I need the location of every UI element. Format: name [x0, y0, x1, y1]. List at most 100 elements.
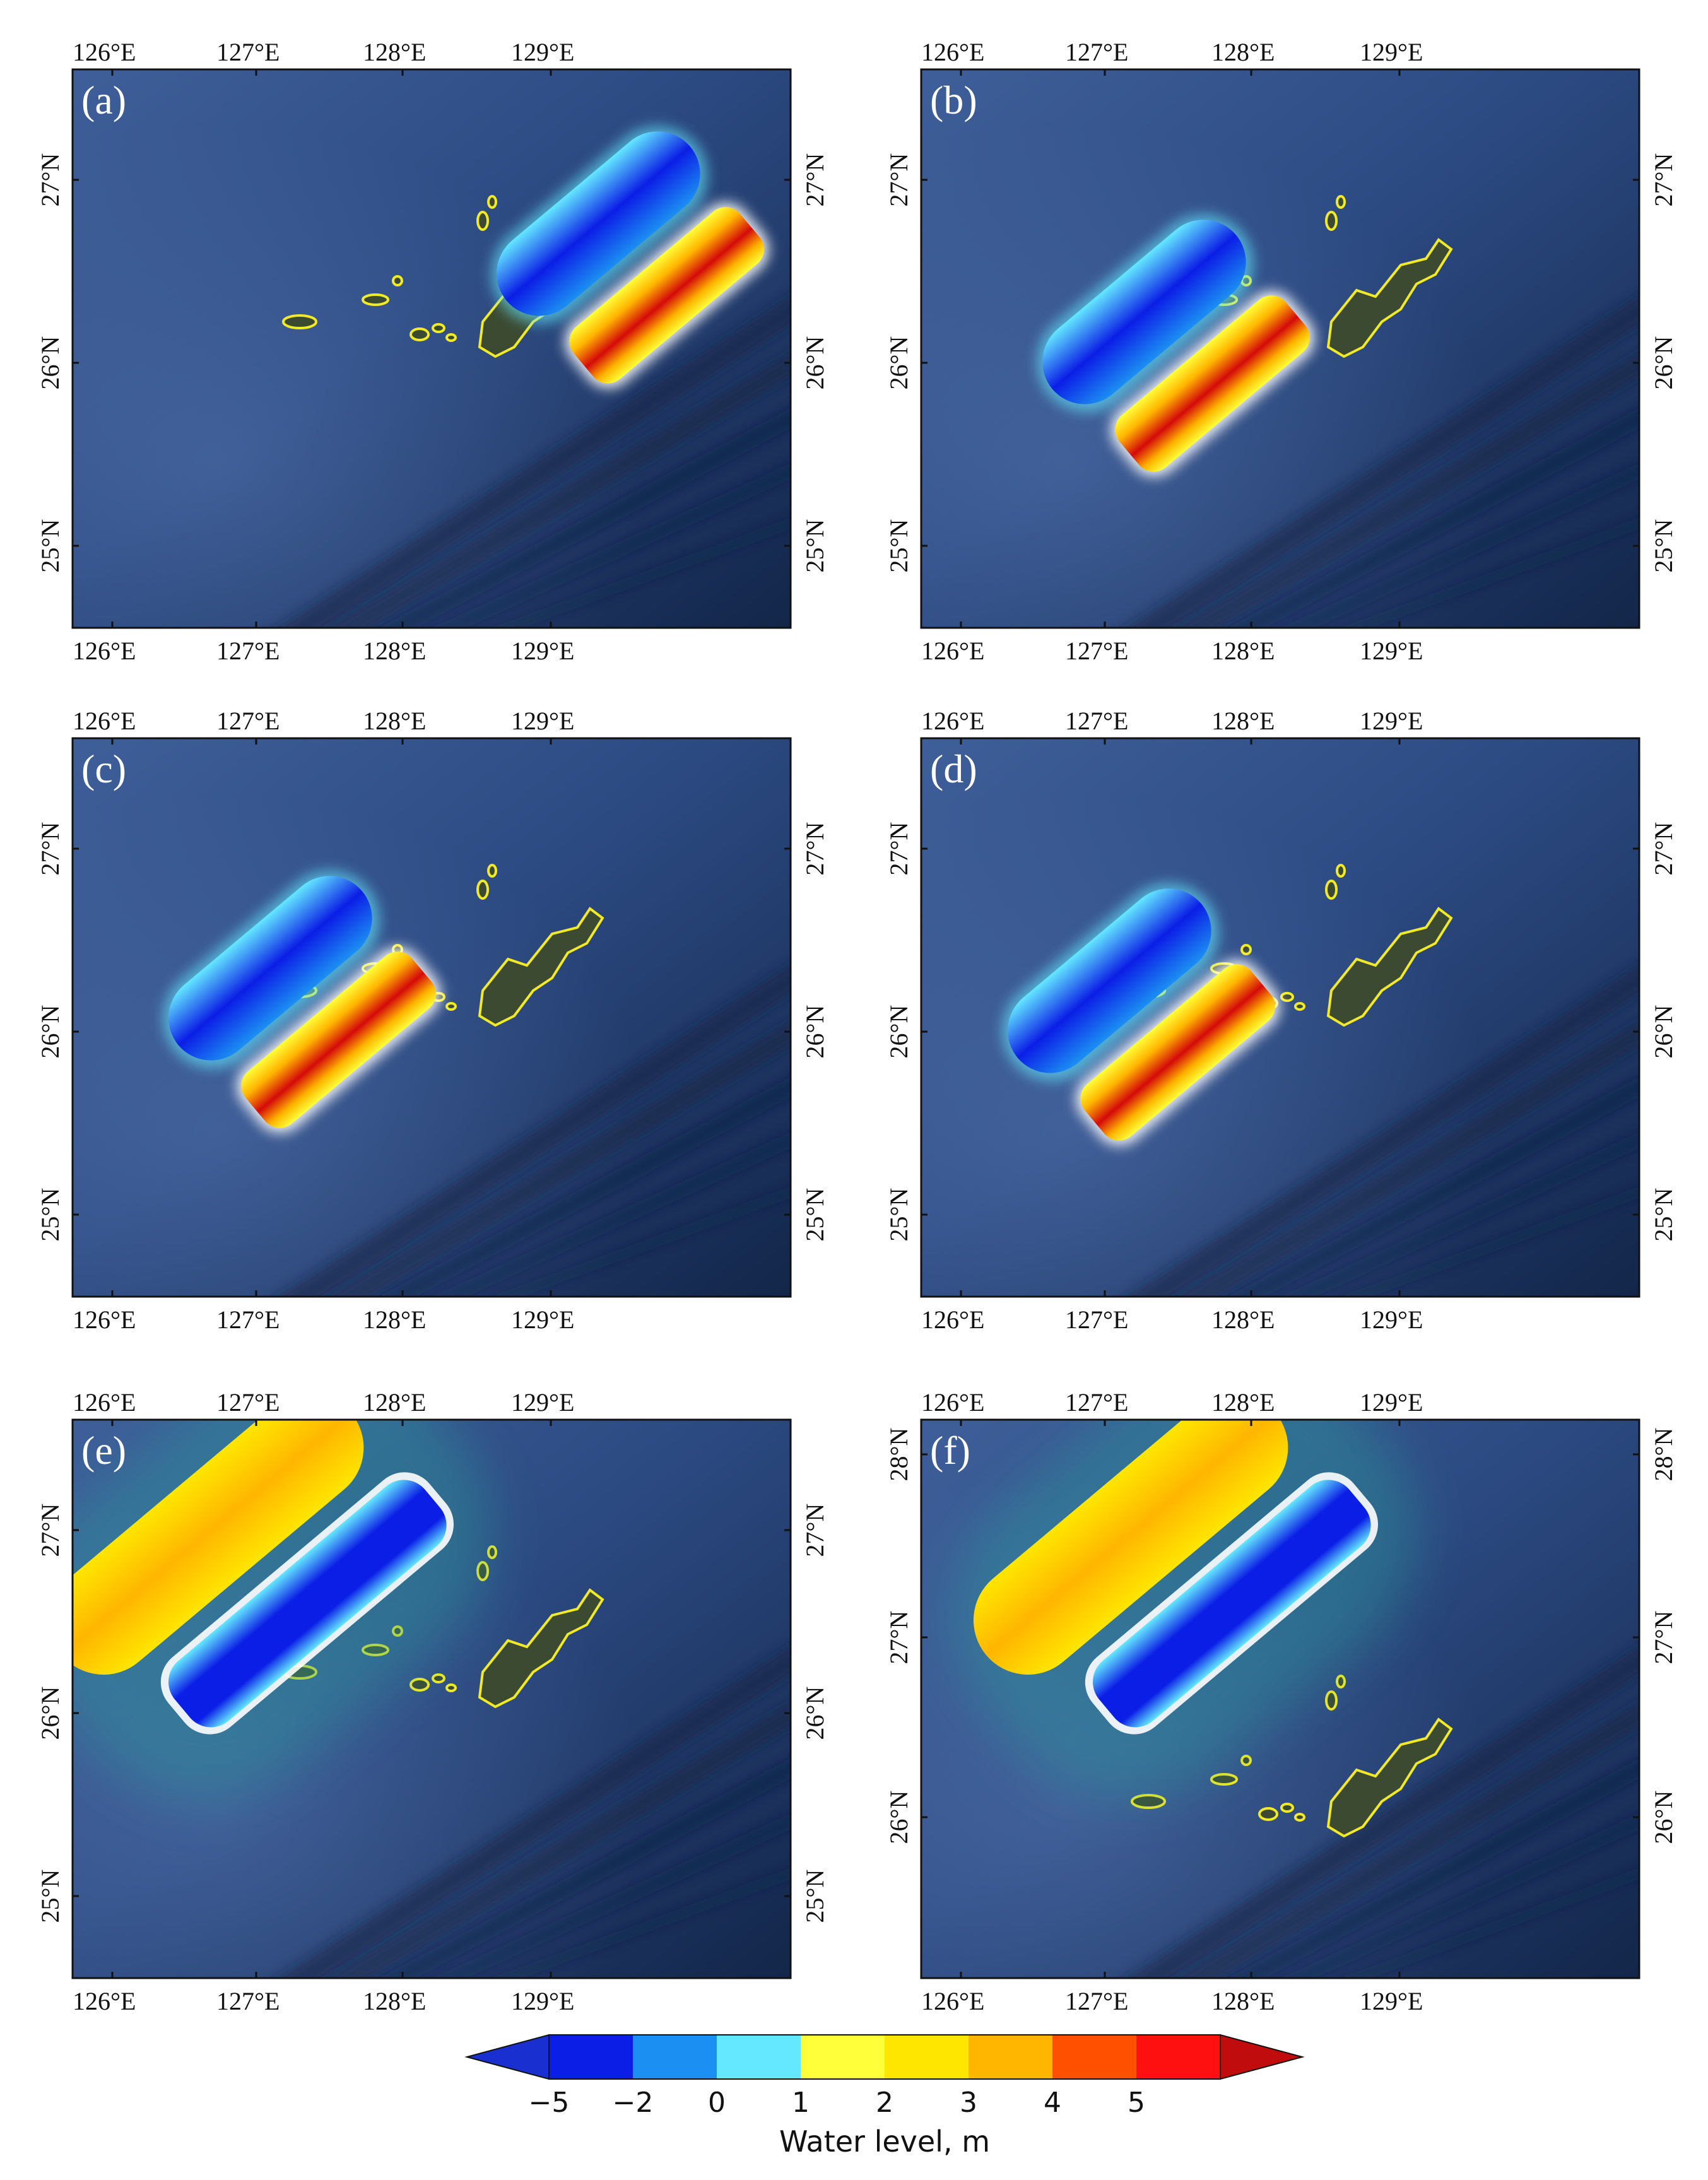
crest-lobe — [569, 207, 764, 384]
okinawa-islands — [1131, 1675, 1453, 1838]
lon-tick-label-bottom: 126°E — [921, 1305, 984, 1334]
lat-tick-label-left: 25°N — [885, 519, 913, 573]
lat-tick-label-right: 27°N — [1649, 153, 1678, 207]
trough-lobe — [497, 131, 700, 316]
crest-lobe — [1115, 295, 1310, 472]
lat-tick-label-right: 25°N — [1649, 1188, 1678, 1242]
lon-tick-label-top: 126°E — [73, 38, 136, 66]
trough-lobe — [1008, 888, 1211, 1073]
panel-frame — [920, 68, 1640, 629]
panel-frame — [71, 68, 792, 629]
lon-tick-label-bottom: 128°E — [1211, 637, 1275, 665]
lon-tick-label-top: 128°E — [363, 38, 426, 66]
lat-tick-label-left: 26°N — [36, 336, 64, 390]
lon-tick-label-top: 127°E — [1065, 707, 1128, 735]
colorbar-segment — [801, 2035, 885, 2079]
colorbar-tick-label: 2 — [876, 2087, 893, 2119]
trough-lobe — [168, 876, 372, 1061]
lon-tick-label-bottom: 129°E — [511, 1987, 574, 2015]
lon-tick-label-bottom: 127°E — [216, 637, 280, 665]
lon-tick-label-top: 126°E — [921, 38, 984, 66]
panel-frame — [71, 1418, 792, 1979]
lon-tick-label-top: 129°E — [1360, 707, 1423, 735]
colorbar-tick-label: −2 — [613, 2087, 654, 2119]
colorbar-tick-label: 0 — [708, 2087, 726, 2119]
water-level-anomaly — [1037, 214, 1315, 477]
crest-lobe — [973, 1420, 1288, 1675]
colorbar-tick-label: 3 — [960, 2087, 977, 2119]
lat-tick-label-left: 26°N — [885, 336, 913, 390]
map-panel-a: (a) 126°E 127°E 128°E 129°E 126°E 127°E 128°E 12… — [36, 38, 829, 665]
colorbar-segment — [633, 2035, 717, 2079]
panel-label: (b) — [930, 78, 977, 122]
map-panel-d: (d) 126°E 127°E 128°E 129°E 126°E 127°E 128°E 12… — [885, 707, 1678, 1334]
lon-tick-label-top: 129°E — [511, 1388, 574, 1417]
lon-tick-label-top: 128°E — [363, 1388, 426, 1417]
lat-tick-label-left: 26°N — [885, 1005, 913, 1059]
lat-tick-label-left: 26°N — [36, 1687, 64, 1740]
crest-lobe — [1080, 964, 1275, 1141]
colorbar-tick-label: −5 — [529, 2087, 570, 2119]
lon-tick-label-top: 129°E — [511, 707, 574, 735]
colorbar-tick-label: 4 — [1044, 2087, 1061, 2119]
lat-tick-label-left: 25°N — [885, 1188, 913, 1242]
lon-tick-label-top: 129°E — [1360, 38, 1423, 66]
panel-label: (d) — [930, 746, 977, 791]
lon-tick-label-bottom: 126°E — [921, 637, 984, 665]
water-level-anomaly — [73, 1420, 493, 1800]
map-panel-c: (c) 126°E 127°E 128°E 129°E 126°E 127°E 128°E 12… — [36, 707, 829, 1334]
lon-tick-label-bottom: 128°E — [1211, 1305, 1275, 1334]
lon-tick-label-bottom: 127°E — [1065, 637, 1128, 665]
lat-tick-label-right: 26°N — [1649, 336, 1678, 390]
lat-tick-label-left: 26°N — [36, 1005, 64, 1059]
water-level-anomaly — [163, 870, 441, 1133]
lon-tick-label-top: 126°E — [73, 707, 136, 735]
panel-label: (e) — [81, 1428, 126, 1473]
lon-tick-label-top: 126°E — [921, 707, 984, 735]
lon-tick-label-top: 127°E — [216, 707, 280, 735]
lat-tick-label-right: 26°N — [1649, 1005, 1678, 1059]
colorbar-segment — [1052, 2035, 1136, 2079]
lat-tick-label-right: 27°N — [801, 822, 829, 876]
lon-tick-label-bottom: 127°E — [1065, 1305, 1128, 1334]
colorbar-segment — [549, 2035, 633, 2079]
water-level-anomaly — [491, 126, 769, 389]
lon-tick-label-top: 129°E — [511, 38, 574, 66]
colorbar: −5 −2 0 1 2 3 4 5 Water level, m — [464, 2034, 1305, 2159]
panel-label: (a) — [81, 78, 126, 122]
panel-frame — [920, 737, 1640, 1298]
lat-tick-label-left: 27°N — [36, 822, 64, 876]
colorbar-segment — [717, 2035, 801, 2079]
colorbar-segment — [969, 2035, 1052, 2079]
map-panel-f: (f) 126°E 127°E 128°E 129°E 126°E 127°E 128°E 12… — [885, 1388, 1678, 2015]
colorbar-tick-label: 5 — [1128, 2087, 1145, 2119]
panel-frame — [71, 737, 792, 1298]
lat-tick-label-right: 26°N — [801, 1687, 829, 1740]
lon-tick-label-top: 128°E — [1211, 707, 1275, 735]
lon-tick-label-bottom: 127°E — [216, 1305, 280, 1334]
lon-tick-label-bottom: 126°E — [73, 1987, 136, 2015]
panel-label: (f) — [930, 1428, 970, 1473]
lon-tick-label-top: 129°E — [1360, 1388, 1423, 1417]
lat-tick-label-right: 25°N — [801, 519, 829, 573]
lat-tick-label-right: 27°N — [1649, 1611, 1678, 1664]
lat-tick-label-right: 25°N — [1649, 519, 1678, 573]
lon-tick-label-bottom: 126°E — [73, 1305, 136, 1334]
lon-tick-label-bottom: 127°E — [1065, 1987, 1128, 2015]
lat-tick-label-left: 25°N — [36, 1870, 64, 1923]
lon-tick-label-top: 128°E — [1211, 1388, 1275, 1417]
trough-lobe — [1093, 1480, 1371, 1728]
lat-tick-label-left: 25°N — [36, 1188, 64, 1242]
lon-tick-label-bottom: 128°E — [363, 1305, 426, 1334]
lat-tick-label-right: 26°N — [801, 336, 829, 390]
water-level-anomaly — [1002, 883, 1280, 1146]
lon-tick-label-top: 127°E — [1065, 1388, 1128, 1417]
lat-tick-label-right: 27°N — [1649, 822, 1678, 876]
water-level-anomaly — [950, 1420, 1418, 1800]
lon-tick-label-bottom: 129°E — [1360, 1987, 1423, 2015]
lat-tick-label-right: 25°N — [801, 1188, 829, 1242]
colorbar-title: Water level, m — [779, 2124, 990, 2159]
lat-tick-label-left: 27°N — [36, 153, 64, 207]
lat-tick-label-left: 27°N — [885, 1611, 913, 1664]
